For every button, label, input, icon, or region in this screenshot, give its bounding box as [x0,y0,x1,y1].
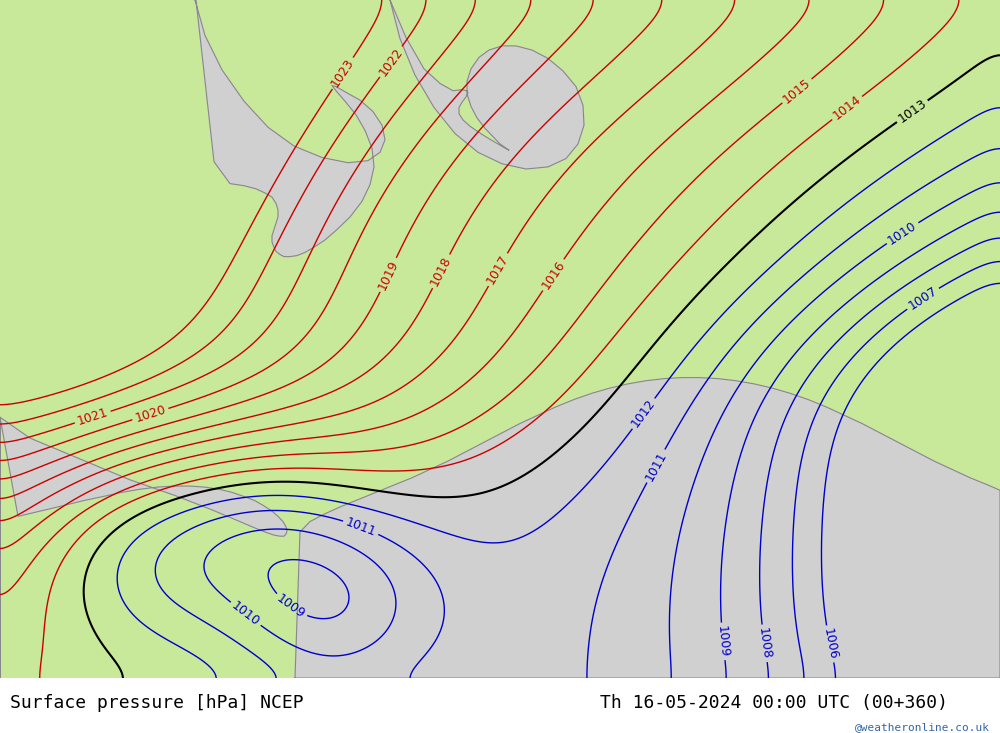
Text: 1010: 1010 [886,219,919,247]
Text: 1011: 1011 [643,449,669,483]
Text: 1008: 1008 [756,627,773,660]
Text: 1023: 1023 [329,56,357,90]
Polygon shape [295,377,1000,678]
Polygon shape [0,417,287,678]
Text: 1015: 1015 [781,76,813,106]
Polygon shape [195,0,385,257]
Text: 1011: 1011 [344,515,378,539]
Text: 1016: 1016 [539,258,567,292]
Text: 1009: 1009 [715,625,731,658]
Text: 1017: 1017 [484,253,511,287]
Text: 1022: 1022 [376,45,406,78]
Text: 1019: 1019 [376,258,401,292]
Text: 1021: 1021 [76,406,110,428]
Text: 1012: 1012 [629,397,658,430]
Text: 1006: 1006 [821,627,839,661]
Text: 1010: 1010 [229,599,262,629]
Text: Surface pressure [hPa] NCEP: Surface pressure [hPa] NCEP [10,693,304,712]
Text: Th 16-05-2024 00:00 UTC (00+360): Th 16-05-2024 00:00 UTC (00+360) [600,693,948,712]
Text: @weatheronline.co.uk: @weatheronline.co.uk [855,723,990,732]
Text: 1018: 1018 [428,254,454,288]
Text: 1014: 1014 [831,93,864,123]
Polygon shape [390,0,584,169]
Text: 1009: 1009 [274,592,307,621]
Text: 1013: 1013 [896,97,929,125]
Text: 1020: 1020 [133,403,167,425]
Text: 1007: 1007 [906,284,940,312]
